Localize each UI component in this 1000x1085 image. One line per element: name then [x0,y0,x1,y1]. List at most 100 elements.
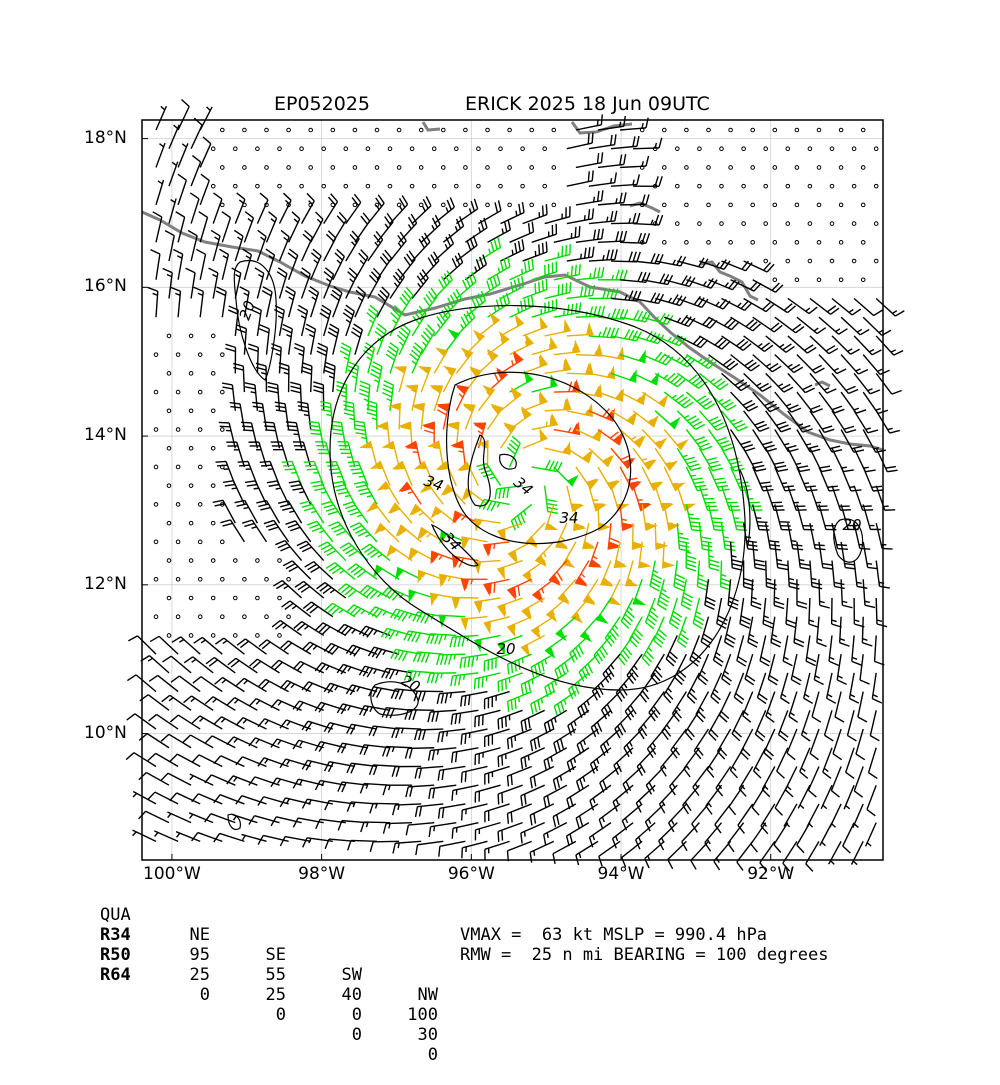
wind-barb [744,523,758,550]
wind-barb [642,352,673,365]
wind-barb [602,692,621,719]
contour-label: 34 [422,472,446,495]
wind-barb [412,233,430,261]
calm-marker [477,184,481,188]
wind-barb [761,804,775,834]
calm-marker [176,353,180,357]
wind-barb [841,430,864,453]
wind-barb [485,766,510,784]
wind-barb [863,579,875,607]
calm-marker [676,222,680,226]
wind-barb [200,137,211,168]
wind-barb [841,355,868,374]
wind-barb [870,710,879,741]
calm-marker [486,128,490,132]
calm-marker [830,222,834,226]
calm-marker [773,241,777,245]
calm-marker [720,147,724,151]
wind-barb [589,486,605,511]
wind-barb [771,617,781,647]
wind-barb [744,411,770,432]
wind-barb [461,766,487,782]
wind-barb [666,635,677,665]
calm-marker [198,540,202,544]
wind-barb [533,579,554,601]
calm-marker [221,428,225,432]
calm-marker [198,577,202,581]
calm-marker [176,540,180,544]
wind-barb [800,748,810,779]
wind-barb [709,710,722,740]
wind-barb [464,404,475,429]
wind-barb [554,692,576,716]
calm-marker [221,540,225,544]
wind-barb [377,213,393,242]
wind-barb [321,501,345,523]
wind-barb [297,402,310,430]
wind-barb [396,568,421,579]
wind-barb [400,483,421,505]
calm-marker [442,128,446,132]
row-name: R64 [100,965,131,985]
calm-marker [189,596,193,600]
wind-barb [696,692,708,722]
contour-label: 34 [510,473,536,499]
calm-marker [234,634,238,638]
wind-barb [775,504,792,530]
calm-marker [707,241,711,245]
calm-marker [256,559,260,563]
wind-barb [434,348,447,373]
calm-marker [419,128,423,132]
wind-barb [282,325,292,355]
wind-barb [141,656,169,673]
wind-barb [286,521,311,542]
wind-barb [390,232,406,261]
wind-barb [148,288,158,318]
wind-barb [242,520,266,542]
calm-marker [265,128,269,132]
wind-barb [728,579,738,609]
wind-barb [302,363,312,392]
wind-barb [346,194,361,223]
row-value: 0 [310,1025,362,1045]
wind-barb [850,673,859,703]
wind-barb [361,442,377,467]
calm-marker [751,203,755,207]
calm-marker [508,166,512,170]
wind-barb [328,324,339,355]
wind-barb [633,411,657,427]
wind-barb [463,489,487,505]
wind-barb [278,501,301,523]
calm-marker [234,596,238,600]
wind-barb [677,448,701,470]
wind-barb [150,636,178,654]
wind-barb [488,405,503,430]
wind-barb [214,833,245,842]
calm-marker [167,446,171,450]
wind-barb [277,268,287,299]
wind-barb [554,424,580,435]
calm-marker [786,259,790,263]
wind-barb [200,174,209,205]
wind-barb [823,748,832,779]
wind-barb [244,212,253,243]
wind-barb [817,617,827,647]
wind-barb [660,785,678,813]
wind-barb [699,448,722,470]
wind-barb [302,193,315,223]
wind-barb [754,748,766,778]
wind-barb [234,230,243,261]
calm-marker [189,484,193,488]
wind-barb [567,785,589,809]
calm-marker [552,166,556,170]
calm-marker [176,615,180,619]
wind-barb [530,804,553,825]
calm-marker [530,166,534,170]
calm-marker [455,184,459,188]
calm-marker [839,278,843,282]
wind-barb [325,362,335,392]
calm-marker [344,184,348,188]
calm-marker [211,559,215,563]
wind-barb [232,268,241,298]
wind-barb [272,620,301,635]
